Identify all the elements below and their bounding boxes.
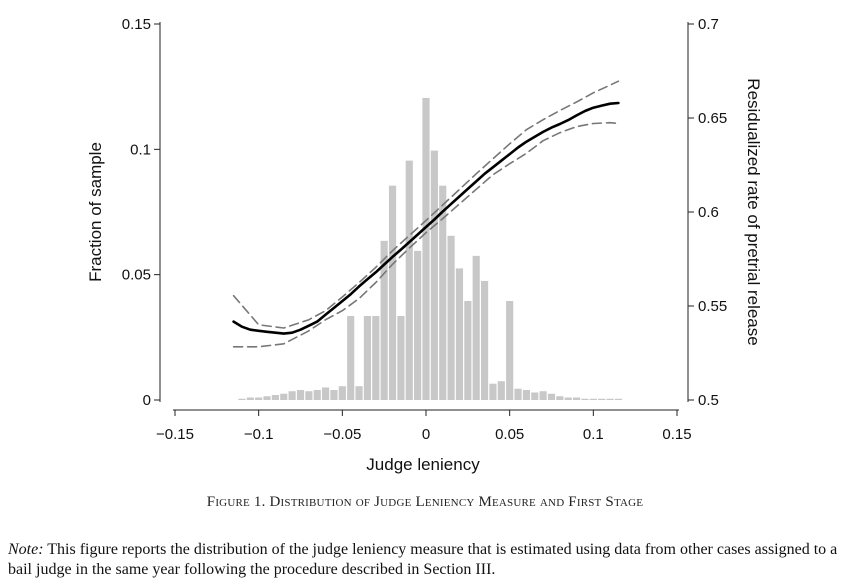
histogram-bar [380, 240, 388, 400]
x-axis-tick-label: 0.15 [662, 426, 691, 443]
y-axis-right-tick-label: 0.6 [698, 204, 719, 221]
confidence-band-line [232, 80, 620, 329]
y-axis-left-tick-label: 0.15 [122, 16, 151, 33]
histogram-bar [388, 185, 397, 400]
histogram-bar [313, 389, 321, 400]
histogram-bar [464, 300, 472, 400]
histogram-bar [271, 394, 279, 400]
y-axis-left-tick-label: 0 [143, 392, 151, 409]
figure-caption-prefix: Figure 1. [206, 494, 266, 510]
histogram-bar [338, 386, 346, 400]
histogram-bar [556, 396, 564, 400]
histogram-bar [430, 150, 438, 400]
figure-note: Note: This figure reports the distributi… [8, 540, 848, 580]
histogram-bar [246, 397, 254, 400]
histogram-bar [397, 316, 405, 400]
histogram-bar [547, 393, 556, 400]
y-axis-left-tick-label: 0.05 [122, 267, 151, 284]
y-axis-right-tick-label: 0.65 [698, 110, 727, 127]
axes: −0.15 −0.1 −0.05 0 0.05 0.1 0.15 0 0.05 0.1 0.15 0.… [122, 16, 727, 443]
histogram-bar [564, 397, 572, 400]
histogram-bar [455, 268, 464, 400]
histogram-bar [472, 255, 480, 400]
histogram-bar [573, 397, 581, 400]
histogram-bar [363, 316, 372, 400]
histogram-bar [514, 388, 522, 400]
histogram-bar [347, 316, 355, 400]
histogram-bar [497, 381, 505, 400]
histogram-bar [614, 398, 623, 400]
figure-caption: Figure 1. Distribution of Judge Leniency… [0, 494, 850, 511]
histogram-bars [238, 97, 623, 401]
y-axis-left-tick-label: 0.1 [130, 141, 151, 158]
histogram-bar [414, 250, 422, 400]
histogram-bar [539, 391, 547, 400]
histogram-bar [606, 398, 614, 400]
histogram-bar [447, 235, 455, 400]
confidence-band-line [232, 121, 620, 348]
histogram-bar [439, 185, 447, 400]
x-axis-title: Judge leniency [366, 455, 480, 474]
first-stage-line [232, 101, 620, 335]
histogram-bar [372, 316, 380, 400]
histogram-bar [355, 386, 363, 400]
histogram-bar [598, 398, 606, 400]
histogram-bar [255, 397, 263, 400]
note-text: This figure reports the distribution of … [8, 541, 838, 578]
histogram-bar [480, 280, 489, 400]
histogram-bar [263, 396, 271, 400]
chart: −0.15 −0.1 −0.05 0 0.05 0.1 0.15 0 0.05 0.1 0.15 0.… [86, 16, 763, 474]
x-axis-tick-label: −0.1 [244, 426, 274, 443]
y-axis-left-title: Fraction of sample [86, 142, 105, 282]
histogram-bar [288, 391, 296, 400]
histogram-bar [531, 392, 539, 400]
x-axis-tick-label: −0.15 [156, 426, 194, 443]
histogram-bar [589, 398, 597, 400]
histogram-bar [522, 389, 530, 400]
histogram-bar [330, 389, 338, 400]
x-axis-tick-label: 0.05 [495, 426, 524, 443]
histogram-bar [296, 389, 305, 400]
x-axis-tick-label: −0.05 [323, 426, 361, 443]
histogram-bar [322, 387, 330, 400]
x-axis-tick-label: 0.1 [583, 426, 604, 443]
histogram-bar [489, 383, 497, 400]
histogram-bar [238, 398, 246, 400]
histogram-bar [405, 160, 413, 400]
figure-caption-title: Distribution of Judge Leniency Measure a… [269, 494, 644, 510]
x-axis-tick-label: 0 [422, 426, 430, 443]
y-axis-right-tick-label: 0.55 [698, 298, 727, 315]
note-label: Note: [8, 541, 44, 558]
y-axis-right-tick-label: 0.5 [698, 392, 719, 409]
y-axis-right-tick-label: 0.7 [698, 16, 719, 33]
histogram-bar [581, 398, 589, 400]
histogram-bar [305, 391, 313, 400]
histogram-bar [506, 300, 514, 400]
histogram-bar [280, 393, 288, 400]
y-axis-right-title: Residualized rate of pretrial release [744, 78, 763, 345]
histogram-bar [422, 97, 430, 401]
fit-lines [232, 80, 620, 348]
